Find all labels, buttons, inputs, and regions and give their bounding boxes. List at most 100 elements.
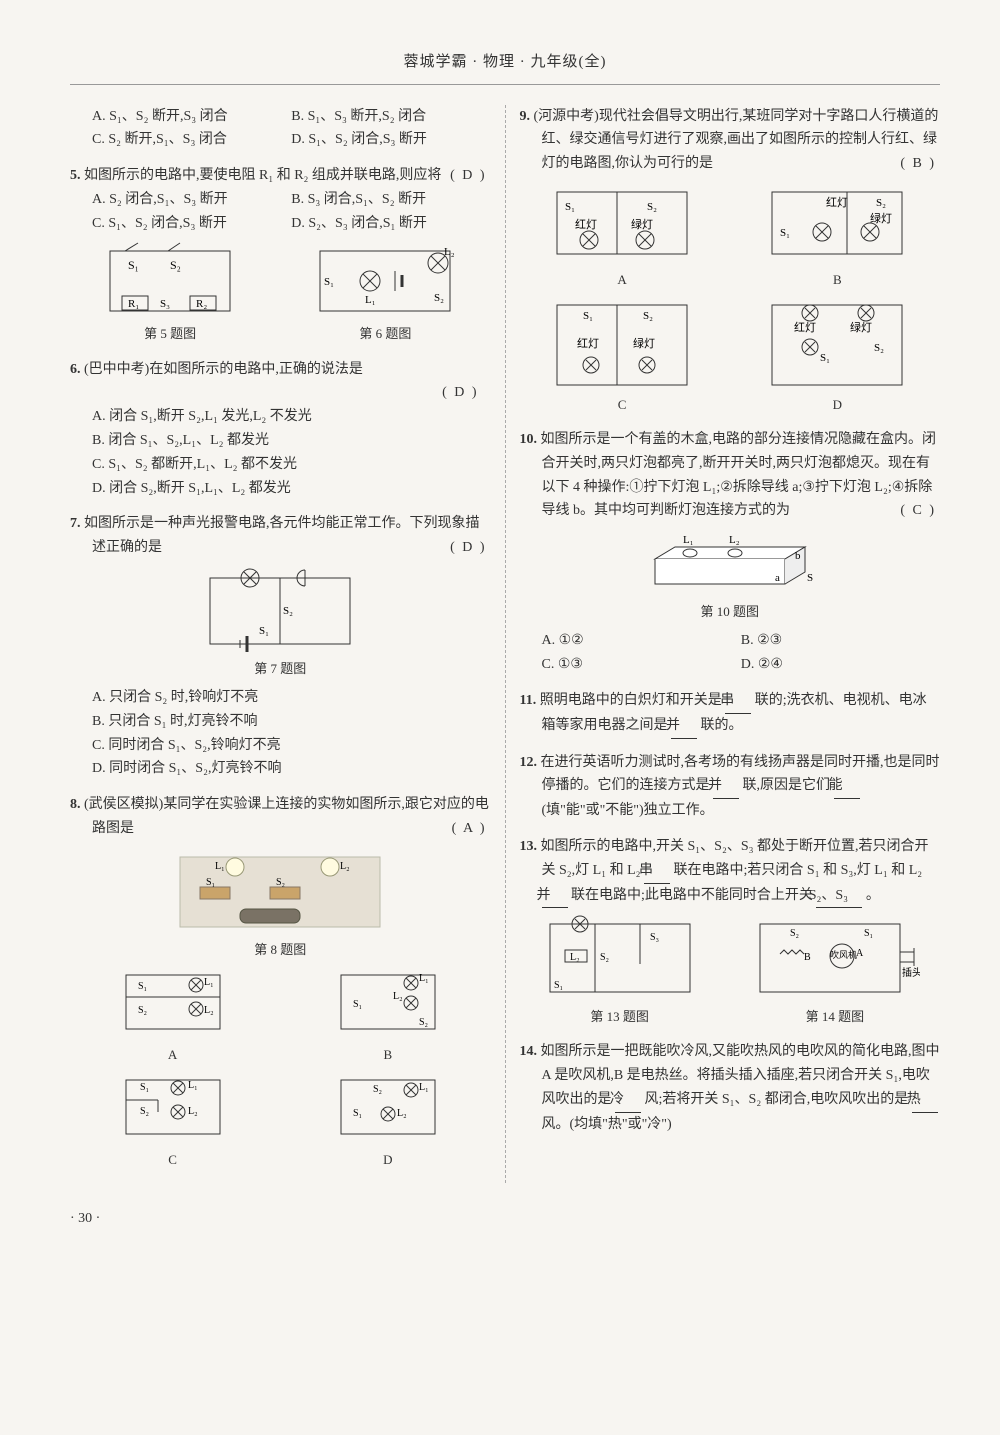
svg-text:L₂: L₂ [444,246,455,258]
q8-num: 8. [70,797,81,812]
q14-num: 14. [520,1044,538,1059]
q6-answer: ( D ) [438,385,482,400]
svg-text:S₁: S₁ [128,258,139,272]
svg-text:S₂: S₂ [876,197,886,209]
svg-text:S₂: S₂ [434,292,444,304]
svg-text:S₂: S₂ [600,952,609,963]
svg-text:L₁: L₁ [215,861,225,872]
q4-opt-d: D. S₁、S₂ 闭合,S₃ 断开 [291,128,490,152]
q13-num: 13. [520,839,538,854]
svg-text:S₂: S₂ [790,928,799,939]
q7-text: 如图所示是一种声光报警电路,各元件均能正常工作。下列现象描述正确的是 [84,516,480,555]
svg-text:红灯: 红灯 [826,196,848,209]
q9-label-a: A [547,269,697,291]
q7-opt-c: C. 同时闭合 S₁、S₂,铃响灯不亮 [92,734,491,758]
svg-text:S₂: S₂ [283,605,293,617]
q4-opt-c: C. S₂ 断开,S₁、S₃ 闭合 [92,128,291,152]
q10-opt-b: B. ②③ [741,629,940,653]
svg-text:L₁: L₁ [419,973,429,984]
svg-text:S₂: S₂ [140,1106,149,1117]
q9-label-c: C [547,394,697,416]
svg-text:R₁: R₁ [128,298,139,310]
svg-text:b: b [795,550,801,562]
svg-text:S₁: S₁ [140,1082,149,1093]
q8-label-b: B [333,1044,443,1066]
q11-num: 11. [520,693,537,708]
q9-circuit-c: S₁ S₂ 红灯 绿灯 C [547,297,697,416]
svg-text:L₂: L₂ [393,991,403,1002]
q9-text: (河源中考)现代社会倡导文明出行,某班同学对十字路口人行横道的红、绿交通信号灯进… [534,109,939,172]
q7-opt-d: D. 同时闭合 S₁、S₂,灯亮铃不响 [92,757,491,781]
q4-options: A. S₁、S₂ 断开,S₃ 闭合 B. S₁、S₃ 断开,S₂ 闭合 C. S… [70,105,491,153]
q12-text-a: 在进行英语听力测试时,各考场的有线扬声器是同时开播,也是同时停播的。它们的连接方… [541,755,940,794]
q5-opt-d: D. S₂、S₃ 闭合,S₁ 断开 [291,212,490,236]
q8-circuit-a: S₁L₁ S₂L₂ A [118,967,228,1066]
q13: 13. 如图所示的电路中,开关 S₁、S₂、S₃ 都处于断开位置,若只闭合开关 … [520,835,941,1028]
svg-text:绿灯: 绿灯 [870,211,892,225]
q10: 10. 如图所示是一个有盖的木盒,电路的部分连接情况隐藏在盒内。闭合开关时,两只… [520,428,941,677]
q6-num: 6. [70,362,81,377]
svg-text:S₂: S₂ [643,310,653,322]
q14-ans-b: 热 [912,1088,938,1113]
q8-circuit-b: L₁L₂ S₁S₂ B [333,967,443,1066]
q8-answer: ( A ) [470,817,491,841]
svg-text:红灯: 红灯 [794,321,816,334]
svg-text:a: a [775,572,780,584]
q12-ans-a: 并 [713,774,739,799]
svg-text:插头: 插头 [902,966,920,979]
q12-ans-b: 能 [834,774,860,799]
q5-opt-a: A. S₂ 闭合,S₁、S₃ 断开 [92,188,291,212]
q10-num: 10. [520,432,538,447]
q8-label-d: D [333,1149,443,1171]
q7-answer: ( D ) [468,536,490,560]
q9-answer: ( B ) [918,152,940,176]
q13-ans-c: S₂、S₃ [816,884,862,909]
svg-text:S₁: S₁ [554,980,563,991]
svg-text:绿灯: 绿灯 [633,336,655,350]
q8-text: (武侯区模拟)某同学在实验课上连接的实物如图所示,跟它对应的电路图是 [84,797,489,836]
q11-text-a: 照明电路中的白炽灯和开关是 [540,693,722,708]
svg-text:L₂: L₂ [188,1106,198,1117]
svg-text:红灯: 红灯 [577,337,599,350]
q5-answer: ( D ) [468,164,490,188]
svg-text:L₂: L₂ [340,861,350,872]
svg-text:S₂: S₂ [419,1017,428,1028]
svg-text:S₁: S₁ [864,928,873,939]
q12-text-c: (填"能"或"不能")独立工作。 [542,803,714,818]
svg-text:L₁: L₁ [188,1080,198,1091]
svg-text:S₁: S₁ [353,1108,362,1119]
svg-text:S₂: S₂ [276,877,285,888]
column-divider [505,105,506,1184]
svg-text:L₁: L₁ [204,977,214,988]
svg-text:S₁: S₁ [138,981,147,992]
q11-ans-a: 串 [725,689,751,714]
svg-text:绿灯: 绿灯 [631,217,653,231]
q8-label-a: A [118,1044,228,1066]
q12-text-b: 联,原因是它们 [743,778,831,793]
q10-answer: ( C ) [918,499,940,523]
q13-ans-b: 并 [542,884,568,909]
q11-text-c: 联的。 [701,718,743,733]
q9-circuit-a: S₁S₂ 红灯 绿灯 A [547,182,697,291]
q10-opt-c: C. ①③ [542,653,741,677]
q14-text-c: 风。(均填"热"或"冷") [542,1117,672,1132]
svg-text:绿灯: 绿灯 [850,320,872,334]
page-number: · 30 · [70,1207,940,1231]
q8-photo: L₁ L₂ S₁ S₂ 第 8 题图 [170,847,390,961]
q5-figure: S₁ S₂ R₁ S₃ R₂ 第 5 题图 [100,241,240,345]
q11: 11. 照明电路中的白炽灯和开关是 串 联的;洗衣机、电视机、电冰箱等家用电器之… [520,689,941,739]
q10-text: 如图所示是一个有盖的木盒,电路的部分连接情况隐藏在盒内。闭合开关时,两只灯泡都亮… [541,432,937,518]
svg-text:S₂: S₂ [874,342,884,354]
q4-opt-a: A. S₁、S₂ 断开,S₃ 闭合 [92,105,291,129]
q9-circuit-d: 红灯 绿灯 S₁S₂ D [762,297,912,416]
q6-opt-d: D. 闭合 S₂,断开 S₁,L₁、L₂ 都发光 [92,477,491,501]
q6-caption: 第 6 题图 [310,323,460,345]
q14-figure: S₂S₁ B 吹风机 A 插头 第 14 题图 [750,914,920,1028]
svg-text:S₁: S₁ [583,310,593,322]
q12-num: 12. [520,755,538,770]
svg-text:S₂: S₂ [138,1005,147,1016]
q9-num: 9. [520,109,531,124]
q6-opt-a: A. 闭合 S₁,断开 S₂,L₁ 发光,L₂ 不发光 [92,405,491,429]
svg-text:S₁: S₁ [259,625,269,637]
q6-opt-b: B. 闭合 S₁、S₂,L₁、L₂ 都发光 [92,429,491,453]
